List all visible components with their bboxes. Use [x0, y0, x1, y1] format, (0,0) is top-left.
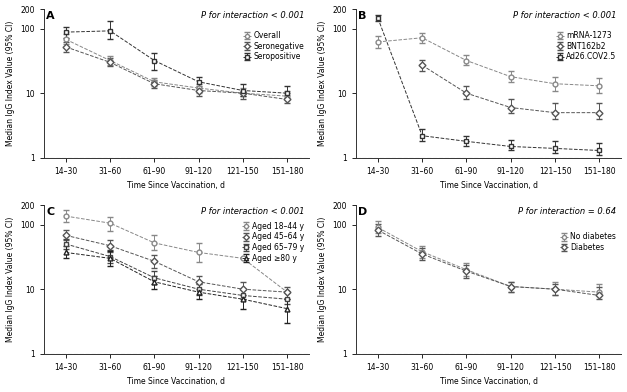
Text: P for interaction < 0.001: P for interaction < 0.001 — [201, 11, 304, 20]
X-axis label: Time Since Vaccination, d: Time Since Vaccination, d — [127, 181, 226, 191]
X-axis label: Time Since Vaccination, d: Time Since Vaccination, d — [440, 181, 537, 191]
X-axis label: Time Since Vaccination, d: Time Since Vaccination, d — [127, 377, 226, 387]
Text: B: B — [359, 11, 367, 20]
Text: C: C — [46, 207, 55, 216]
Legend: No diabetes, Diabetes: No diabetes, Diabetes — [559, 231, 618, 254]
Legend: mRNA-1273, BNT162b2, Ad26.COV2.5: mRNA-1273, BNT162b2, Ad26.COV2.5 — [554, 30, 618, 63]
Text: P for interaction < 0.001: P for interaction < 0.001 — [201, 207, 304, 216]
Y-axis label: Median IgG Index Value (95% CI): Median IgG Index Value (95% CI) — [318, 21, 327, 146]
Legend: Overall, Seronegative, Seropositive: Overall, Seronegative, Seropositive — [242, 30, 305, 63]
Text: P for interaction < 0.001: P for interaction < 0.001 — [513, 11, 616, 20]
Legend: Aged 18–44 y, Aged 45–64 y, Aged 65–79 y, Aged ≥80 y: Aged 18–44 y, Aged 45–64 y, Aged 65–79 y… — [240, 220, 305, 264]
Y-axis label: Median IgG Index Value (95% CI): Median IgG Index Value (95% CI) — [318, 217, 327, 342]
Text: D: D — [359, 207, 367, 216]
Text: A: A — [46, 11, 55, 20]
Text: P for interaction = 0.64: P for interaction = 0.64 — [518, 207, 616, 216]
Y-axis label: Median IgG Index Value (95% CI): Median IgG Index Value (95% CI) — [6, 21, 14, 146]
X-axis label: Time Since Vaccination, d: Time Since Vaccination, d — [440, 377, 537, 387]
Y-axis label: Median IgG Index Value (95% CI): Median IgG Index Value (95% CI) — [6, 217, 14, 342]
